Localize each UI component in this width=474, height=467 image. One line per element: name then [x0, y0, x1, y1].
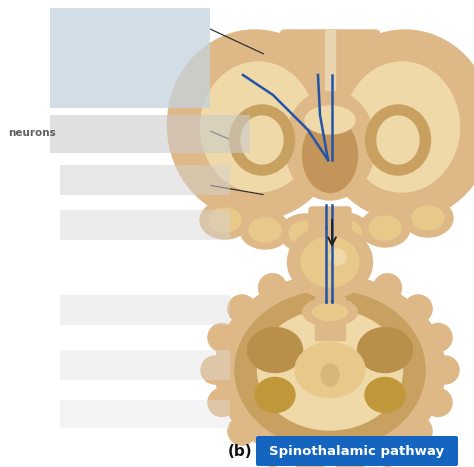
- FancyBboxPatch shape: [309, 207, 351, 253]
- Ellipse shape: [302, 118, 357, 192]
- FancyBboxPatch shape: [60, 295, 230, 325]
- Circle shape: [424, 324, 452, 352]
- Ellipse shape: [403, 199, 453, 237]
- FancyBboxPatch shape: [60, 210, 230, 240]
- FancyBboxPatch shape: [256, 436, 458, 466]
- Ellipse shape: [329, 220, 361, 244]
- Circle shape: [404, 417, 432, 445]
- Ellipse shape: [241, 116, 283, 164]
- Ellipse shape: [377, 116, 419, 164]
- Ellipse shape: [209, 208, 241, 232]
- Circle shape: [431, 356, 459, 384]
- Ellipse shape: [229, 105, 294, 175]
- Ellipse shape: [360, 209, 410, 247]
- Text: neurons: neurons: [8, 128, 56, 138]
- Text: (b): (b): [228, 445, 252, 460]
- Ellipse shape: [288, 226, 373, 298]
- FancyBboxPatch shape: [280, 30, 380, 160]
- Ellipse shape: [320, 213, 370, 251]
- Ellipse shape: [357, 327, 412, 373]
- FancyBboxPatch shape: [325, 30, 335, 90]
- FancyBboxPatch shape: [60, 400, 230, 428]
- FancyBboxPatch shape: [314, 245, 346, 267]
- FancyBboxPatch shape: [50, 8, 210, 108]
- Ellipse shape: [312, 304, 347, 320]
- Ellipse shape: [365, 105, 430, 175]
- Ellipse shape: [257, 310, 402, 430]
- Circle shape: [208, 389, 236, 417]
- Circle shape: [296, 262, 324, 290]
- Ellipse shape: [235, 291, 425, 449]
- Circle shape: [404, 295, 432, 323]
- FancyBboxPatch shape: [60, 165, 230, 195]
- Ellipse shape: [200, 201, 250, 239]
- Ellipse shape: [289, 221, 321, 245]
- Circle shape: [424, 389, 452, 417]
- Ellipse shape: [295, 342, 365, 397]
- Circle shape: [201, 356, 229, 384]
- Circle shape: [258, 274, 286, 302]
- Ellipse shape: [240, 211, 290, 249]
- Circle shape: [228, 295, 256, 323]
- Text: Spinothalamic pathway: Spinothalamic pathway: [269, 445, 445, 458]
- Circle shape: [374, 438, 401, 466]
- Ellipse shape: [255, 377, 295, 412]
- Ellipse shape: [247, 327, 302, 373]
- Ellipse shape: [412, 206, 444, 230]
- Circle shape: [336, 450, 364, 467]
- Ellipse shape: [280, 214, 330, 252]
- Ellipse shape: [369, 216, 401, 240]
- Ellipse shape: [302, 298, 357, 326]
- Ellipse shape: [305, 106, 355, 134]
- Circle shape: [374, 274, 401, 302]
- Circle shape: [258, 438, 286, 466]
- Ellipse shape: [345, 62, 459, 192]
- Ellipse shape: [215, 275, 445, 465]
- Circle shape: [330, 249, 346, 265]
- Circle shape: [336, 262, 364, 290]
- Ellipse shape: [167, 30, 343, 220]
- Circle shape: [208, 324, 236, 352]
- Ellipse shape: [201, 62, 316, 192]
- Ellipse shape: [321, 364, 339, 386]
- FancyBboxPatch shape: [60, 350, 230, 380]
- Circle shape: [296, 450, 324, 467]
- Circle shape: [228, 417, 256, 445]
- Ellipse shape: [249, 218, 281, 242]
- Ellipse shape: [285, 90, 375, 200]
- FancyBboxPatch shape: [50, 115, 250, 153]
- Ellipse shape: [318, 30, 474, 220]
- Ellipse shape: [365, 377, 405, 412]
- Ellipse shape: [301, 237, 359, 287]
- FancyBboxPatch shape: [315, 297, 345, 340]
